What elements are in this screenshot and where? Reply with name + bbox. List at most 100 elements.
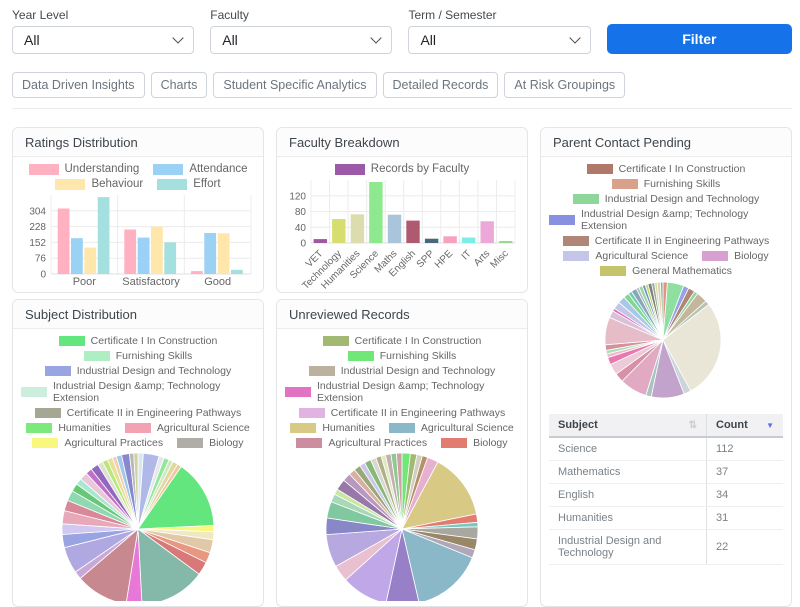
year-level-label: Year Level: [12, 8, 69, 22]
legend-item[interactable]: Industrial Design &amp; Technology Exten…: [549, 208, 783, 232]
bar: [57, 208, 70, 274]
faculty-value: All: [222, 32, 238, 48]
bar: [480, 221, 494, 243]
legend-label: Biology: [473, 437, 508, 449]
legend-item[interactable]: General Mathematics: [600, 265, 732, 277]
legend-label: Agricultural Science: [156, 422, 250, 434]
pie-slice: [662, 303, 722, 392]
tab-detailed-records[interactable]: Detailed Records: [382, 72, 499, 98]
legend-swatch: [290, 423, 317, 433]
legend-item[interactable]: Certificate II in Engineering Pathways: [34, 407, 241, 419]
y-tick-label: 152: [29, 238, 46, 249]
x-tick-label: SPP: [415, 248, 437, 270]
bar: [499, 241, 513, 243]
table-row: Humanities 31: [549, 506, 783, 530]
nav-tabs: Data Driven Insights Charts Student Spec…: [12, 72, 792, 98]
legend-label: Understanding: [64, 163, 140, 175]
bar: [313, 239, 327, 243]
legend-item[interactable]: Certificate II in Engineering Pathways: [298, 407, 505, 419]
legend-item[interactable]: Certificate I In Construction: [58, 335, 218, 347]
legend-item[interactable]: Records by Faculty: [334, 163, 469, 175]
legend-swatch: [153, 163, 184, 175]
card-title: Parent Contact Pending: [541, 128, 791, 157]
legend-item[interactable]: Biology: [177, 437, 244, 449]
card-title: Subject Distribution: [13, 300, 263, 329]
legend-item[interactable]: Certificate I In Construction: [586, 163, 746, 175]
legend-item[interactable]: Furnishing Skills: [83, 350, 192, 362]
year-level-select[interactable]: All: [12, 26, 195, 54]
faculty-select[interactable]: All: [210, 26, 393, 54]
tab-charts[interactable]: Charts: [150, 72, 208, 98]
y-tick-label: 40: [295, 223, 307, 234]
legend-swatch: [563, 251, 590, 261]
pie-slice: [659, 281, 664, 341]
legend-label: Humanities: [322, 422, 375, 434]
card-ratings-distribution: Ratings Distribution Understanding Attend…: [12, 127, 264, 293]
card-title: Unreviewed Records: [277, 300, 527, 329]
card-unreviewed-records: Unreviewed Records Certificate I In Cons…: [276, 299, 528, 607]
legend-swatch: [549, 215, 575, 225]
legend-item[interactable]: Agricultural Practices: [296, 437, 427, 449]
legend-item[interactable]: Agricultural Science: [563, 250, 688, 262]
legend-item[interactable]: Industrial Design &amp; Technology Exten…: [21, 380, 255, 404]
legend-item[interactable]: Certificate II in Engineering Pathways: [562, 235, 770, 247]
legend-item[interactable]: Humanities: [26, 422, 111, 434]
table-row: Science 112: [549, 437, 783, 461]
legend-item[interactable]: Industrial Design and Technology: [572, 193, 760, 205]
divider: [12, 108, 792, 109]
y-tick-label: 0: [40, 270, 46, 281]
legend-item[interactable]: Humanities: [290, 422, 375, 434]
legend-item[interactable]: Certificate I In Construction: [322, 335, 481, 347]
legend-label: Attendance: [189, 163, 248, 175]
legend-label: Certificate II in Engineering Pathways: [594, 235, 770, 247]
chevron-down-icon: [172, 32, 184, 44]
count-column-label: Count: [716, 419, 748, 431]
bar: [84, 247, 97, 274]
legend-label: Certificate I In Construction: [90, 335, 218, 347]
filter-button[interactable]: Filter: [606, 24, 793, 54]
subject-column-label: Subject: [558, 419, 598, 431]
table-row: Mathematics 37: [549, 460, 783, 484]
legend-item[interactable]: Industrial Design and Technology: [308, 365, 495, 377]
legend-item[interactable]: Biology: [441, 437, 508, 449]
legend-swatch: [334, 163, 365, 175]
table-row: Industrial Design and Technology 22: [549, 529, 783, 565]
tab-data-driven-insights[interactable]: Data Driven Insights: [12, 72, 145, 98]
legend-label: Certificate I In Construction: [618, 163, 746, 175]
legend-label: Industrial Design &amp; Technology Exten…: [581, 208, 749, 232]
legend-item[interactable]: Agricultural Science: [124, 422, 250, 434]
term-semester-select[interactable]: All: [408, 26, 591, 54]
legend-swatch: [285, 387, 311, 397]
column-header-subject[interactable]: Subject ⇅: [549, 414, 707, 438]
legend-item[interactable]: Furnishing Skills: [611, 178, 720, 190]
legend-item[interactable]: Agricultural Science: [388, 422, 514, 434]
bar: [124, 229, 137, 274]
subject-distribution-legend: Certificate I In Construction Furnishing …: [21, 332, 255, 451]
legend-item[interactable]: Attendance: [153, 163, 248, 175]
legend-label: Furnishing Skills: [379, 350, 457, 362]
tab-student-specific-analytics[interactable]: Student Specific Analytics: [213, 72, 377, 98]
bar: [332, 219, 346, 243]
column-header-count[interactable]: Count ▼: [706, 414, 783, 438]
legend-label: Humanities: [58, 422, 111, 434]
legend-item[interactable]: Industrial Design and Technology: [44, 365, 231, 377]
count-cell: 22: [706, 529, 783, 565]
filter-group-faculty: Faculty All: [210, 8, 393, 54]
legend-swatch: [32, 438, 59, 448]
legend-item[interactable]: Agricultural Practices: [32, 437, 163, 449]
legend-item[interactable]: Furnishing Skills: [347, 350, 457, 362]
tab-at-risk-groupings[interactable]: At Risk Groupings: [504, 72, 626, 98]
legend-label: Industrial Design and Technology: [604, 193, 760, 205]
legend-item[interactable]: Behaviour: [55, 178, 143, 190]
bar: [137, 237, 150, 274]
legend-swatch: [586, 164, 613, 174]
unreviewed-records-svg: [325, 452, 479, 606]
legend-item[interactable]: Effort: [157, 178, 221, 190]
unreviewed-records-pie-chart: [285, 451, 519, 606]
legend-item[interactable]: Understanding: [28, 163, 140, 175]
x-tick-label: Poor: [73, 276, 97, 288]
legend-label: Agricultural Science: [595, 250, 689, 262]
legend-item[interactable]: Industrial Design &amp; Technology Exten…: [285, 380, 519, 404]
legend-swatch: [58, 336, 85, 346]
legend-item[interactable]: Biology: [702, 250, 769, 262]
